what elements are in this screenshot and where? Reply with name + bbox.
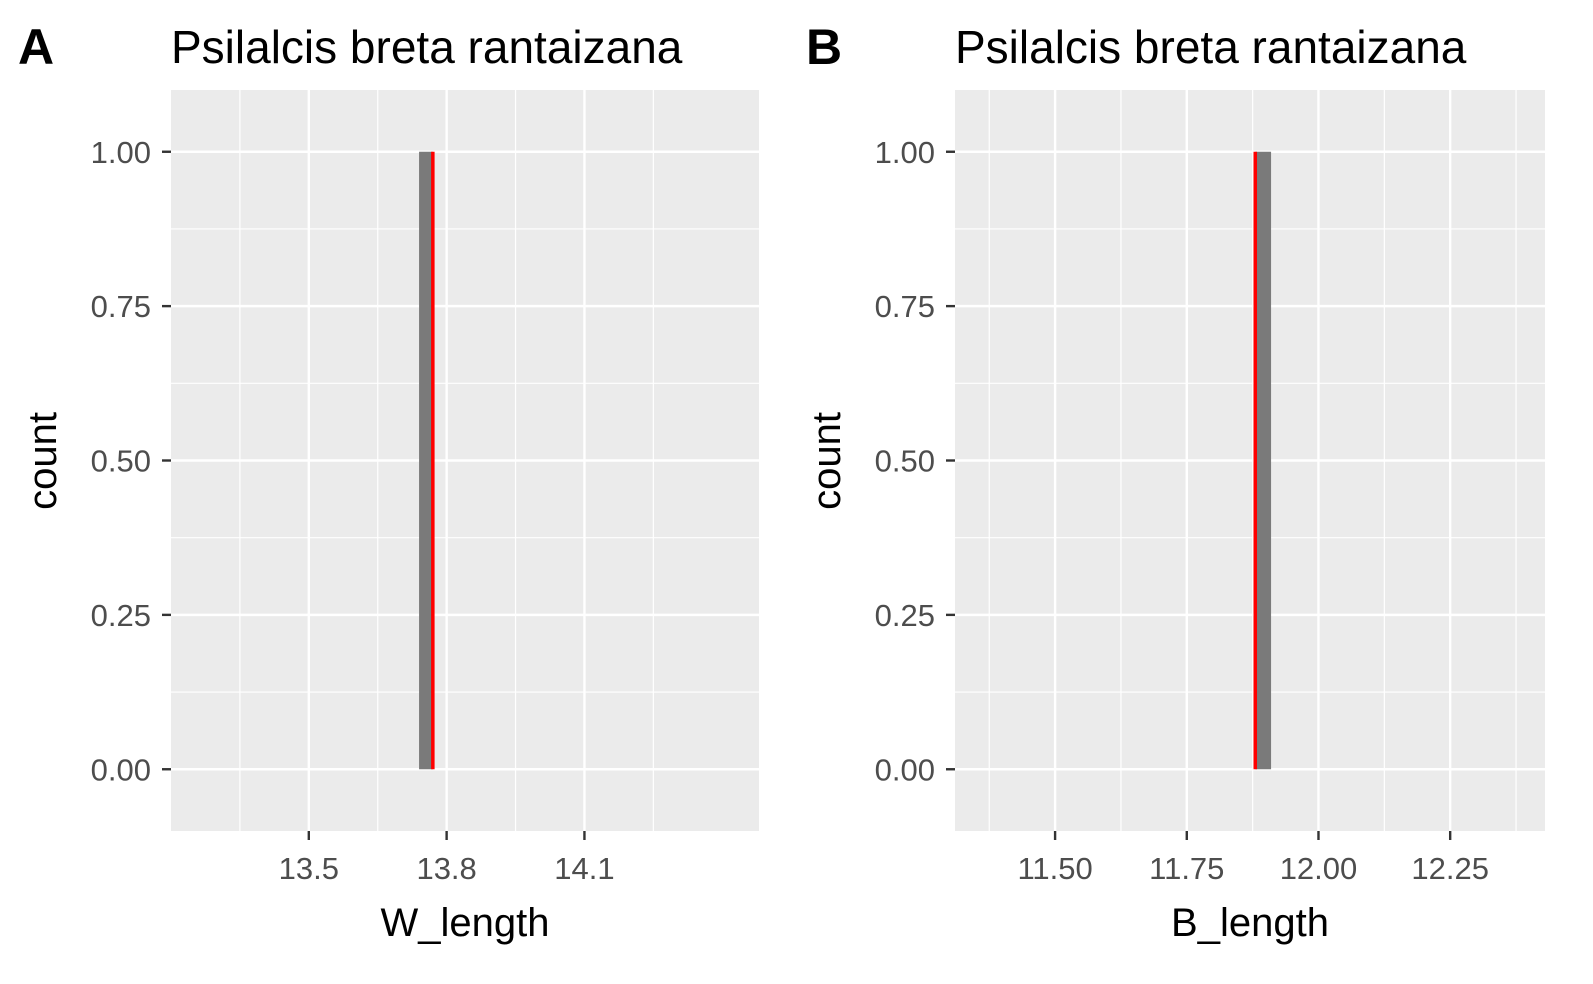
histogram-bar-a — [419, 151, 433, 770]
bars-b — [1255, 151, 1272, 770]
y-tick-label-a: 1.00 — [91, 135, 151, 170]
x-tick-label-b: 12.00 — [1280, 851, 1358, 886]
chart-title-b: Psilalcis breta rantaizana — [955, 21, 1467, 73]
histogram-bar-b — [1255, 151, 1272, 770]
y-tick-label-b: 0.75 — [875, 289, 935, 324]
y-tick-label-b: 0.50 — [875, 444, 935, 479]
y-tick-label-a: 0.00 — [91, 752, 151, 787]
y-axis-a: 0.00 0.25 0.50 0.75 1.00 — [91, 135, 171, 787]
x-axis-a: 13.5 13.8 14.1 — [279, 831, 615, 886]
panel-b: B Psilalcis breta rantaizana 0.00 0.25 0.5… — [805, 19, 1545, 945]
panel-tag-b: B — [806, 19, 842, 75]
y-tick-label-a: 0.25 — [91, 598, 151, 633]
y-axis-label-a: count — [21, 412, 65, 510]
x-tick-label-b: 12.25 — [1411, 851, 1489, 886]
y-tick-label-a: 0.50 — [91, 444, 151, 479]
y-tick-label-b: 0.25 — [875, 598, 935, 633]
x-tick-label-b: 11.50 — [1017, 851, 1092, 886]
y-axis-b: 0.00 0.25 0.50 0.75 1.00 — [875, 135, 955, 787]
gridlines-a — [171, 90, 759, 831]
x-tick-label-a: 13.5 — [279, 851, 339, 886]
x-axis-label-b: B_length — [1171, 901, 1329, 945]
panel-tag-a: A — [18, 19, 54, 75]
y-tick-label-b: 1.00 — [875, 135, 935, 170]
gridlines-b — [955, 90, 1545, 831]
x-axis-label-a: W_length — [381, 901, 550, 945]
chart-title-a: Psilalcis breta rantaizana — [171, 21, 683, 73]
y-axis-label-b: count — [805, 412, 849, 510]
y-tick-label-b: 0.00 — [875, 752, 935, 787]
panel-a: A Psilalcis breta rantaizana 0.00 0.25 0.5… — [18, 19, 759, 945]
x-tick-label-a: 13.8 — [416, 851, 476, 886]
y-tick-label-a: 0.75 — [91, 289, 151, 324]
x-axis-b: 11.50 11.75 12.00 12.25 — [1017, 831, 1489, 886]
x-tick-label-b: 11.75 — [1149, 851, 1224, 886]
x-tick-label-a: 14.1 — [554, 851, 614, 886]
bars-a — [419, 151, 433, 770]
